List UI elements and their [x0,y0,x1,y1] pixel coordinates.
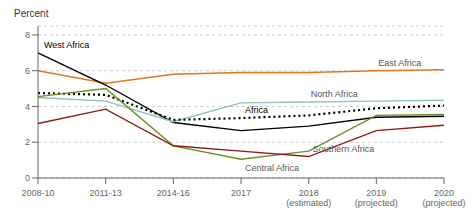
svg-text:Central Africa: Central Africa [245,163,299,173]
svg-text:6: 6 [25,66,30,76]
svg-text:2: 2 [25,137,30,147]
svg-text:2019(projected): 2019(projected) [355,188,398,208]
svg-text:West Africa: West Africa [44,40,89,50]
svg-text:East Africa: East Africa [378,58,421,68]
svg-text:2011-13: 2011-13 [89,188,121,198]
svg-text:2008-10: 2008-10 [21,188,54,198]
svg-text:2018(estimated): 2018(estimated) [286,188,331,208]
svg-text:4: 4 [25,102,30,112]
svg-text:2014-16: 2014-16 [157,188,190,198]
html-text:Percent: Percent [14,8,49,19]
svg-text:North Africa: North Africa [311,89,358,99]
svg-text:0: 0 [25,173,30,183]
svg-text:Southern Africa: Southern Africa [313,144,375,154]
svg-text:2017: 2017 [231,188,251,198]
svg-text:Africa: Africa [245,105,268,115]
svg-text:2020(projected): 2020(projected) [422,188,465,208]
svg-text:8: 8 [25,30,30,40]
